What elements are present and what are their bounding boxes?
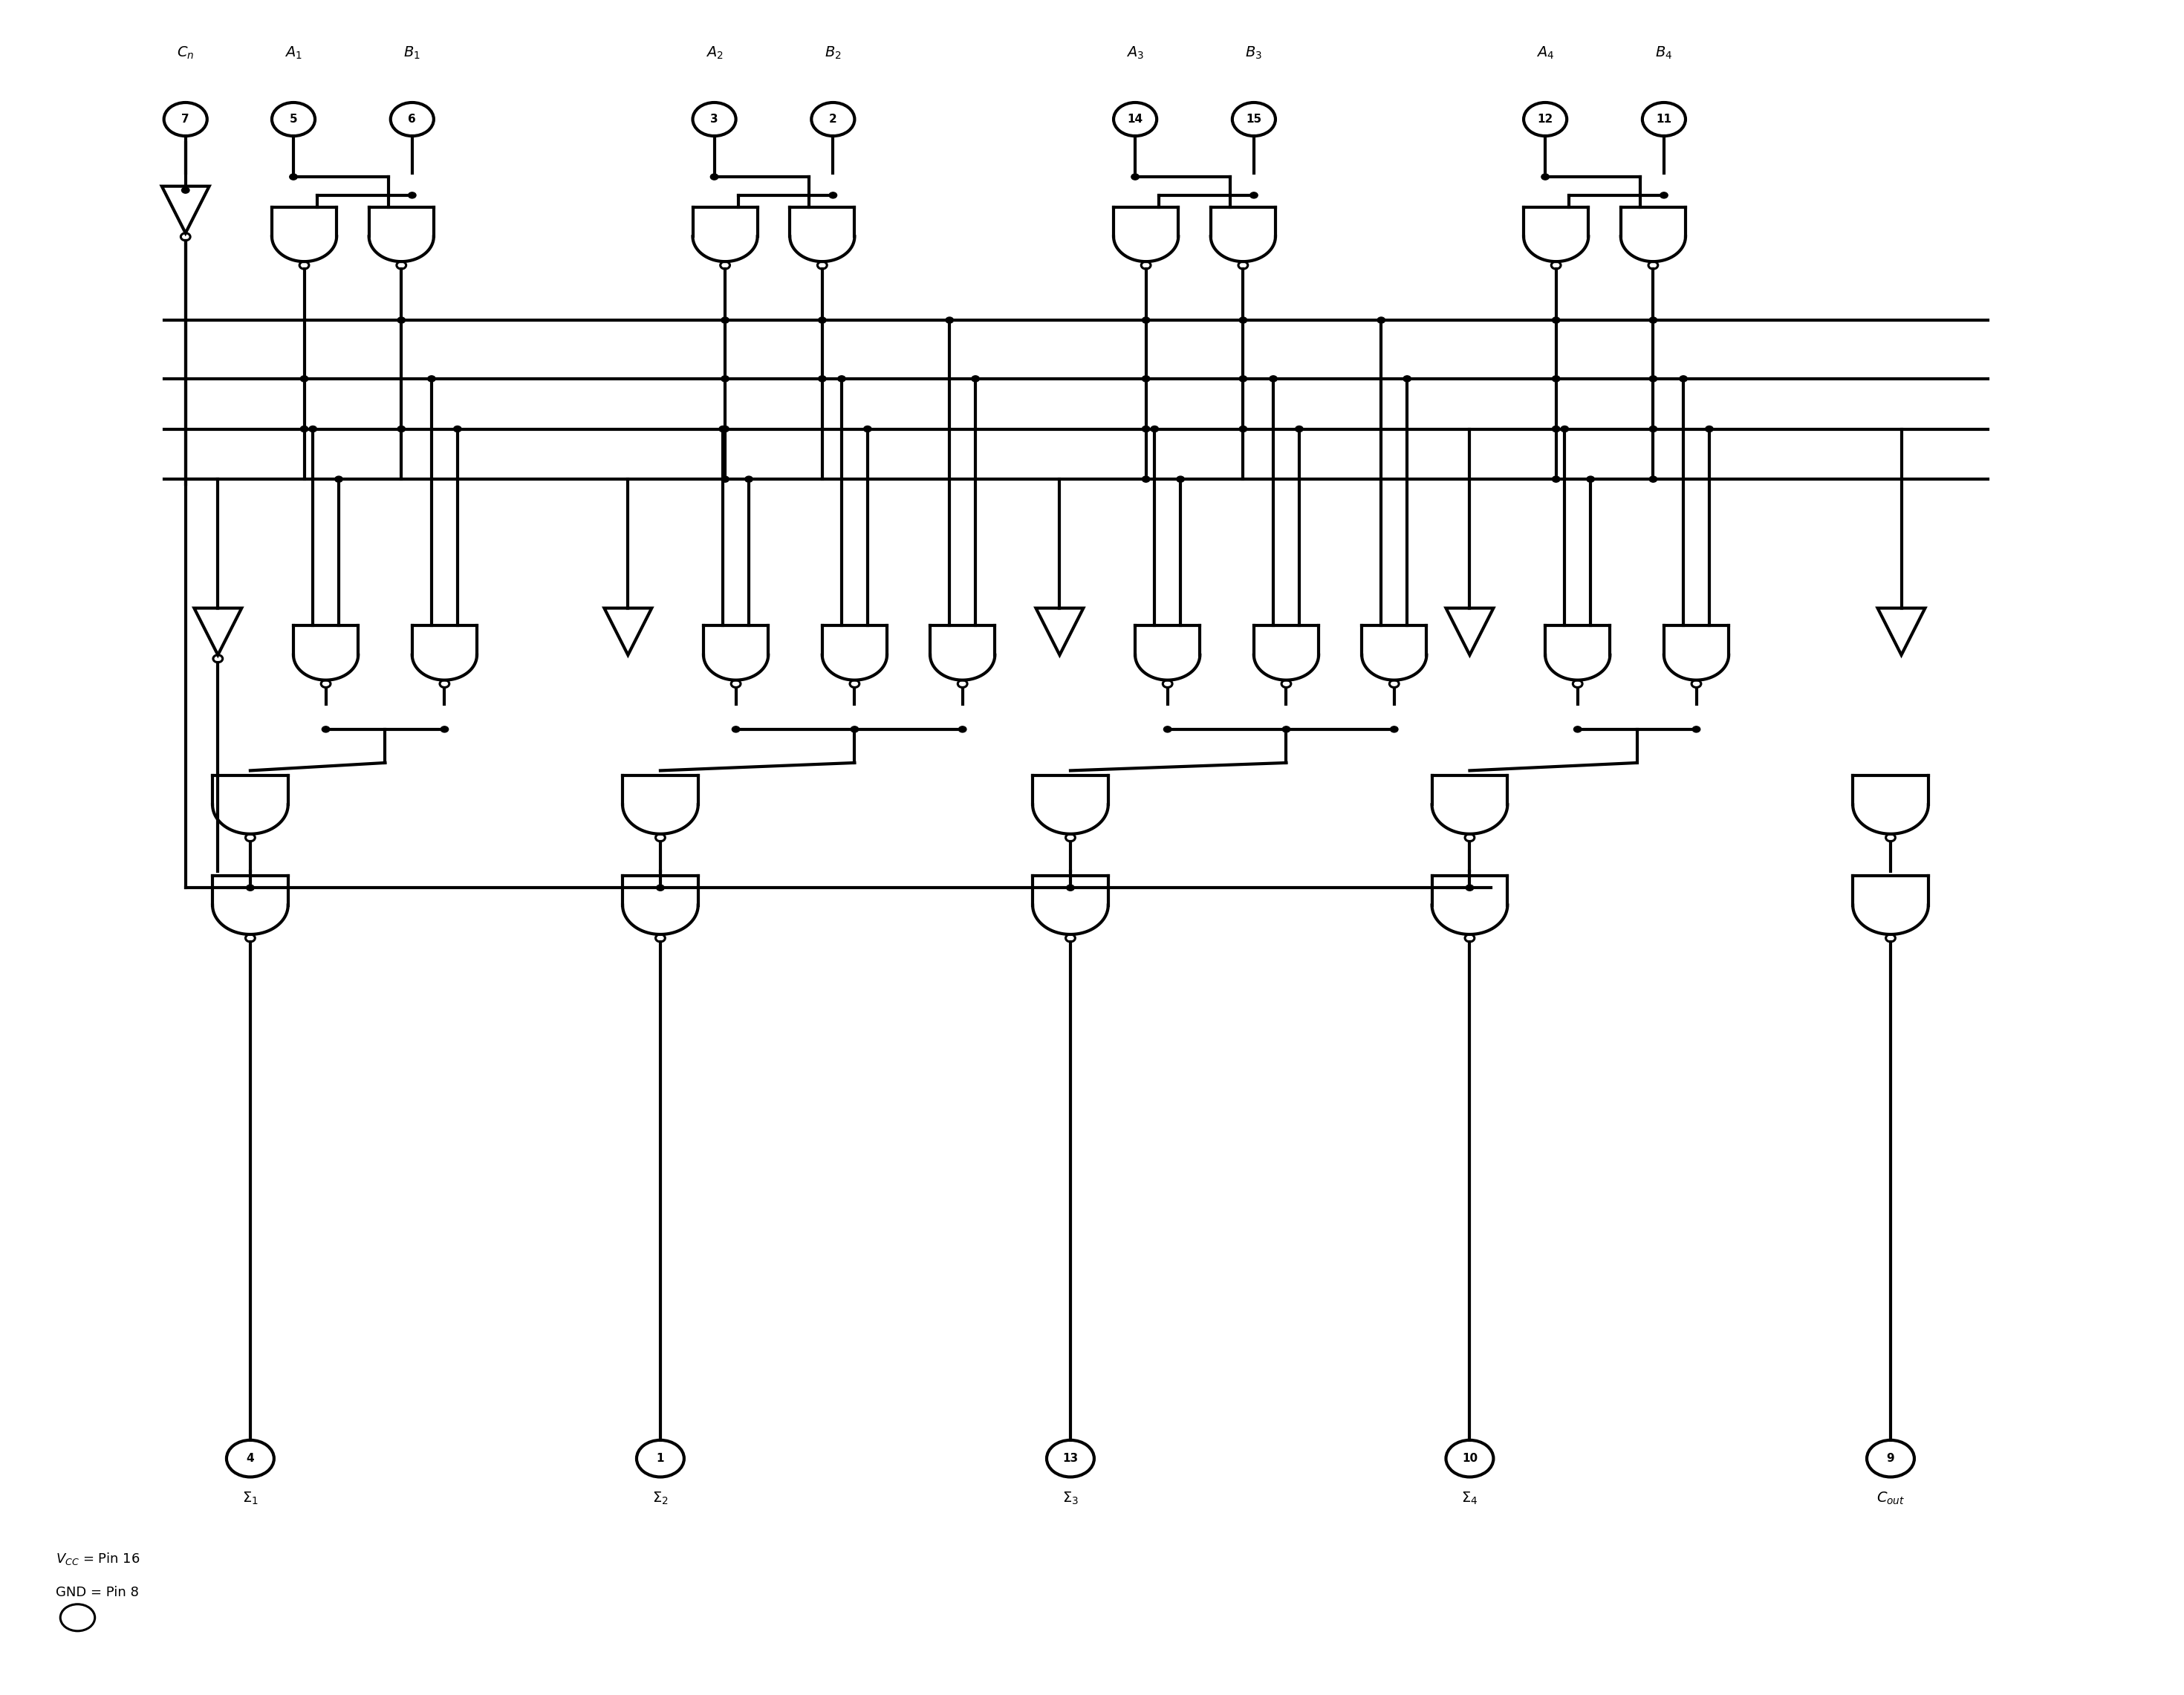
- Circle shape: [1269, 376, 1278, 381]
- Text: 11: 11: [1655, 114, 1671, 125]
- Text: $B_3$: $B_3$: [1245, 44, 1262, 61]
- Text: $A_3$: $A_3$: [1127, 44, 1144, 61]
- Text: $C_n$: $C_n$: [177, 44, 194, 61]
- Text: $B_1$: $B_1$: [404, 44, 422, 61]
- Circle shape: [408, 192, 415, 198]
- Circle shape: [1660, 192, 1669, 198]
- Circle shape: [1553, 317, 1559, 324]
- Circle shape: [863, 425, 871, 432]
- Circle shape: [1131, 175, 1140, 180]
- Circle shape: [1378, 317, 1385, 324]
- Circle shape: [1679, 376, 1688, 381]
- Circle shape: [1553, 425, 1559, 432]
- Circle shape: [745, 476, 753, 481]
- Circle shape: [1238, 425, 1247, 432]
- Text: 13: 13: [1064, 1453, 1079, 1464]
- Text: 10: 10: [1461, 1453, 1479, 1464]
- Circle shape: [839, 376, 845, 381]
- Circle shape: [819, 317, 826, 324]
- Circle shape: [959, 725, 965, 732]
- Circle shape: [1249, 192, 1258, 198]
- Circle shape: [1649, 376, 1658, 381]
- Text: $\Sigma_1$: $\Sigma_1$: [242, 1490, 258, 1507]
- Text: $\Sigma_3$: $\Sigma_3$: [1061, 1490, 1079, 1507]
- Text: GND = Pin 8: GND = Pin 8: [57, 1587, 140, 1598]
- Circle shape: [710, 175, 719, 180]
- Text: 6: 6: [408, 114, 417, 125]
- Text: $\Sigma_2$: $\Sigma_2$: [653, 1490, 668, 1507]
- Circle shape: [247, 885, 253, 892]
- Circle shape: [397, 425, 406, 432]
- Circle shape: [1142, 317, 1149, 324]
- Text: $B_4$: $B_4$: [1655, 44, 1673, 61]
- Circle shape: [181, 186, 190, 193]
- Circle shape: [657, 885, 664, 892]
- Circle shape: [454, 425, 461, 432]
- Text: $A_1$: $A_1$: [284, 44, 301, 61]
- Text: 4: 4: [247, 1453, 253, 1464]
- Circle shape: [1706, 425, 1712, 432]
- Text: $\Sigma_4$: $\Sigma_4$: [1461, 1490, 1479, 1507]
- Circle shape: [397, 317, 406, 324]
- Circle shape: [1238, 317, 1247, 324]
- Circle shape: [1649, 425, 1658, 432]
- Circle shape: [1066, 885, 1075, 892]
- Circle shape: [1575, 725, 1581, 732]
- Text: 14: 14: [1127, 114, 1142, 125]
- Circle shape: [334, 476, 343, 481]
- Text: 9: 9: [1887, 1453, 1894, 1464]
- Circle shape: [721, 425, 729, 432]
- Circle shape: [321, 725, 330, 732]
- Text: $C_{out}$: $C_{out}$: [1876, 1490, 1904, 1507]
- Circle shape: [1649, 476, 1658, 481]
- Text: 2: 2: [830, 114, 836, 125]
- Circle shape: [301, 376, 308, 381]
- Circle shape: [1238, 376, 1247, 381]
- Circle shape: [1151, 425, 1158, 432]
- Circle shape: [1142, 425, 1149, 432]
- Circle shape: [1164, 725, 1171, 732]
- Circle shape: [1553, 376, 1559, 381]
- Circle shape: [301, 425, 308, 432]
- Circle shape: [1295, 425, 1304, 432]
- Text: 1: 1: [657, 1453, 664, 1464]
- Text: $B_2$: $B_2$: [826, 44, 841, 61]
- Circle shape: [1142, 476, 1149, 481]
- Circle shape: [830, 192, 836, 198]
- Text: 7: 7: [181, 114, 190, 125]
- Circle shape: [721, 476, 729, 481]
- Circle shape: [290, 175, 297, 180]
- Text: 5: 5: [290, 114, 297, 125]
- Circle shape: [1553, 476, 1559, 481]
- Circle shape: [732, 725, 740, 732]
- Text: $A_2$: $A_2$: [705, 44, 723, 61]
- Circle shape: [1649, 317, 1658, 324]
- Circle shape: [1142, 376, 1149, 381]
- Text: 3: 3: [710, 114, 719, 125]
- Circle shape: [972, 376, 978, 381]
- Circle shape: [852, 725, 858, 732]
- Circle shape: [1693, 725, 1699, 732]
- Circle shape: [721, 376, 729, 381]
- Text: 12: 12: [1538, 114, 1553, 125]
- Circle shape: [428, 376, 435, 381]
- Circle shape: [1588, 476, 1594, 481]
- Circle shape: [1177, 476, 1184, 481]
- Text: $V_{CC}$ = Pin 16: $V_{CC}$ = Pin 16: [57, 1551, 140, 1566]
- Circle shape: [308, 425, 317, 432]
- Text: 15: 15: [1247, 114, 1262, 125]
- Circle shape: [441, 725, 448, 732]
- Circle shape: [1282, 725, 1291, 732]
- Circle shape: [946, 317, 954, 324]
- Circle shape: [819, 376, 826, 381]
- Circle shape: [1391, 725, 1398, 732]
- Circle shape: [1465, 885, 1474, 892]
- Circle shape: [721, 317, 729, 324]
- Circle shape: [719, 425, 727, 432]
- Circle shape: [1562, 425, 1568, 432]
- Circle shape: [1404, 376, 1411, 381]
- Circle shape: [1542, 175, 1548, 180]
- Text: $A_4$: $A_4$: [1535, 44, 1555, 61]
